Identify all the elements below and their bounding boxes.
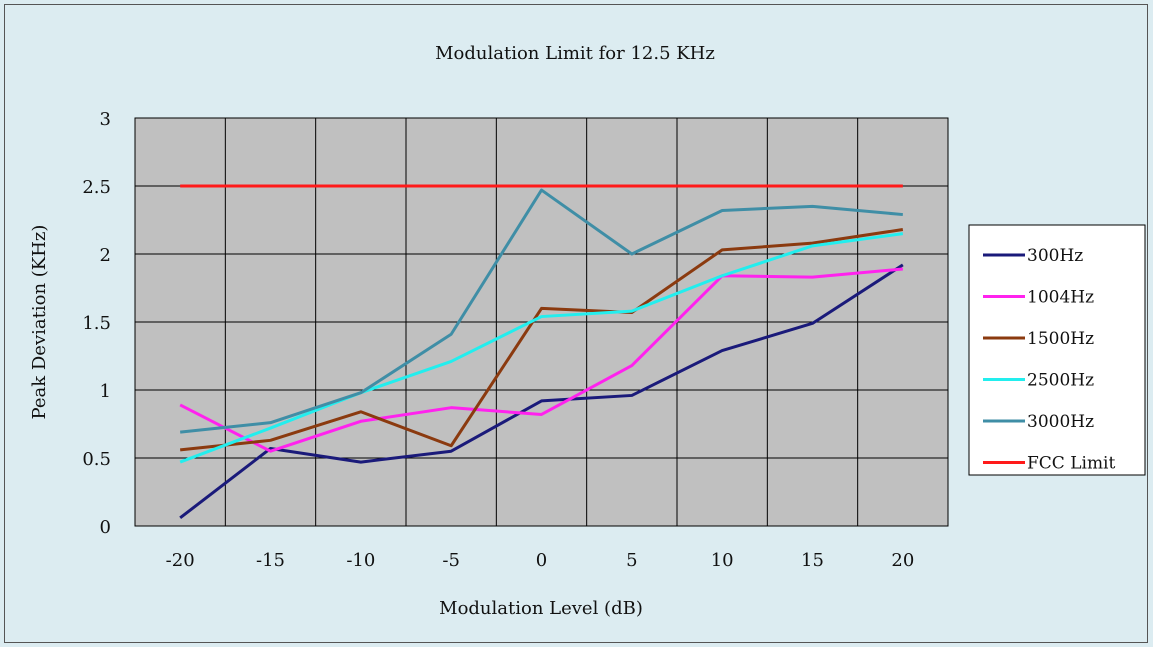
y-tick-label: 2	[100, 245, 111, 266]
x-tick-label: 15	[801, 550, 824, 571]
y-axis-ticks: 0 0.5 1 1.5 2 2.5 3	[82, 109, 111, 538]
chart-title: Modulation Limit for 12.5 KHz	[435, 43, 715, 64]
x-axis-label: Modulation Level (dB)	[439, 598, 643, 619]
legend-label: FCC Limit	[1027, 454, 1115, 474]
series-line-1004hz	[179, 267, 903, 453]
x-tick-label: 0	[536, 550, 547, 571]
y-tick-label: 0.5	[82, 449, 111, 470]
x-tick-label: -15	[256, 550, 285, 571]
y-tick-label: 0	[100, 517, 111, 538]
series-line-1500hz	[180, 228, 904, 452]
y-tick-label: 1	[100, 381, 111, 402]
x-axis-ticks: -20 -15 -10 -5 0 5 10 15 20	[166, 550, 915, 571]
y-tick-label: 1.5	[82, 313, 111, 334]
line-chart: Modulation Limit for 12.5 KHz 0 0.5 1 1.5 2 2…	[29, 43, 1146, 619]
legend: 300Hz 1004Hz 1500Hz 2500Hz 3000Hz FCC Limit	[968, 224, 1146, 476]
legend-label: 1500Hz	[1027, 329, 1094, 349]
legend-label: 1004Hz	[1027, 288, 1094, 308]
x-tick-label: -5	[442, 550, 460, 571]
legend-label: 3000Hz	[1027, 412, 1094, 432]
x-tick-label: -20	[166, 550, 195, 571]
y-axis-label: Peak Deviation (KHz)	[29, 225, 50, 420]
y-tick-label: 3	[100, 109, 111, 130]
x-tick-label: 20	[891, 550, 914, 571]
legend-label: 2500Hz	[1027, 371, 1094, 391]
series-line-3000hz	[180, 188, 903, 434]
legend-label: 300Hz	[1027, 246, 1083, 266]
series-line-2500hz	[179, 232, 904, 464]
x-tick-label: 5	[626, 550, 637, 571]
series-lines	[179, 184, 904, 520]
y-tick-label: 2.5	[82, 177, 111, 198]
x-tick-label: -10	[346, 550, 375, 571]
x-tick-label: 10	[711, 550, 734, 571]
chart-frame: Modulation Limit for 12.5 KHz 0 0.5 1 1.5 2 2…	[4, 4, 1148, 643]
legend-box	[968, 224, 1146, 476]
series-line-300hz	[179, 263, 904, 520]
